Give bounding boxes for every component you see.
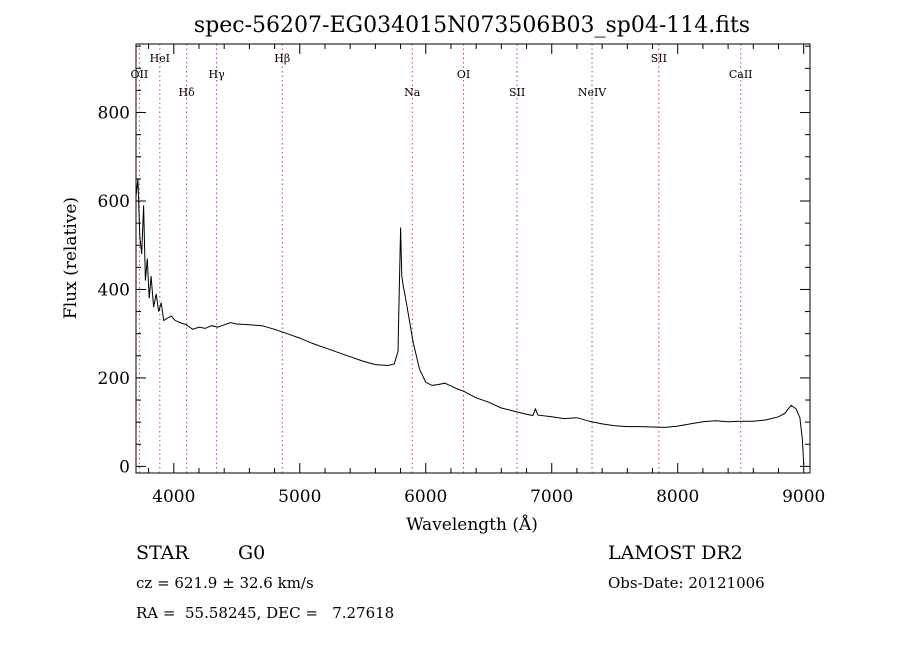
emission-line-label: Hγ <box>209 68 226 81</box>
coordinates-text: RA = 55.58245, DEC = 7.27618 <box>136 604 395 622</box>
emission-line-label: OI <box>457 68 470 81</box>
spectrum-line <box>135 178 805 465</box>
x-tick-label: 8000 <box>656 487 699 507</box>
redshift-text: cz = 621.9 ± 32.6 km/s <box>136 574 314 592</box>
y-axis-ticks: 0 200 400 600 800 <box>98 45 810 477</box>
emission-line-label: SII <box>509 86 525 99</box>
x-axis-label: Wavelength (Å) <box>406 514 538 535</box>
x-tick-label: 9000 <box>782 487 825 507</box>
x-tick-label: 7000 <box>530 487 573 507</box>
emission-line-markers <box>138 44 742 473</box>
observation-date: Obs-Date: 20121006 <box>608 574 765 592</box>
emission-line-label: SII <box>651 52 667 65</box>
x-tick-label: 4000 <box>152 487 195 507</box>
emission-line-label: HeI <box>150 52 170 65</box>
chart-title: spec-56207-EG034015N073506B03_sp04-114.f… <box>194 13 750 38</box>
y-tick-label: 200 <box>98 369 130 389</box>
y-tick-label: 400 <box>98 280 130 300</box>
y-tick-label: 600 <box>98 192 130 212</box>
x-axis-ticks: 4000 5000 6000 7000 8000 9000 <box>148 44 825 507</box>
emission-line-label: CaII <box>729 68 753 81</box>
emission-line-label: OII <box>131 68 149 81</box>
emission-line-label: Hδ <box>179 86 196 99</box>
x-tick-label: 5000 <box>278 487 321 507</box>
x-tick-label: 6000 <box>404 487 447 507</box>
emission-line-label: Na <box>404 86 421 99</box>
y-tick-label: 0 <box>119 457 130 477</box>
y-tick-label: 800 <box>98 104 130 124</box>
y-axis-label: Flux (relative) <box>61 197 81 319</box>
object-class: STAR <box>136 542 189 564</box>
survey-name: LAMOST DR2 <box>608 542 743 564</box>
emission-line-label: Hβ <box>274 52 290 65</box>
spectral-subclass: G0 <box>238 542 266 564</box>
plot-frame <box>135 43 811 474</box>
emission-line-label: NeIV <box>578 86 607 99</box>
